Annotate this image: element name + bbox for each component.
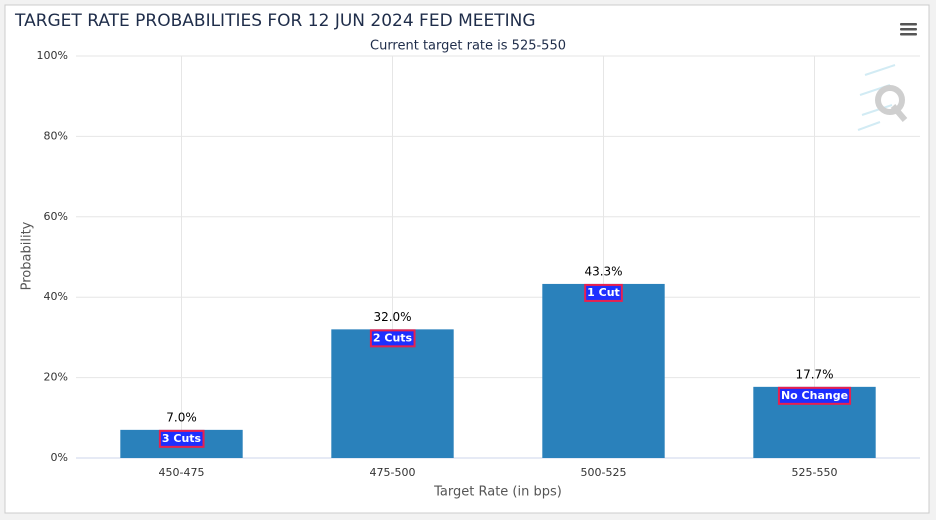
x-tick-label: 525-550 [792, 466, 838, 479]
menu-bar [900, 33, 917, 36]
value-label: 32.0% [373, 310, 411, 324]
logo-q [875, 85, 905, 115]
annotation-box [369, 329, 416, 348]
y-tick-label: 80% [44, 129, 68, 142]
value-label: 7.0% [166, 410, 197, 424]
bar [542, 283, 665, 458]
annotation-box [584, 283, 623, 302]
menu-bar [900, 28, 917, 31]
logo-lines [857, 64, 896, 131]
y-axis-title: Probability [20, 221, 35, 290]
logo [857, 64, 908, 131]
menu-button[interactable] [900, 23, 917, 36]
annotation-label: No Change [781, 389, 848, 402]
annotation-label: 1 Cut [587, 286, 620, 299]
annotation-label: 3 Cuts [162, 432, 202, 445]
annotation-box [777, 386, 852, 405]
value-label: 43.3% [584, 264, 622, 278]
bar [331, 329, 454, 458]
x-tick-label: 475-500 [370, 466, 416, 479]
x-tick-label: 450-475 [159, 466, 205, 479]
x-tick-label: 500-525 [581, 466, 627, 479]
x-axis-title: Target Rate (in bps) [433, 485, 562, 500]
y-tick-label: 0% [51, 451, 68, 464]
chart-title: TARGET RATE PROBABILITIES FOR 12 JUN 202… [14, 11, 536, 31]
y-tick-label: 20% [44, 371, 68, 384]
logo-q-tail [890, 104, 908, 122]
y-tick-label: 60% [44, 210, 68, 223]
value-label: 17.7% [795, 367, 833, 381]
chart-subtitle: Current target rate is 525-550 [370, 39, 566, 54]
annotation-label: 2 Cuts [373, 331, 413, 344]
y-tick-label: 40% [44, 290, 68, 303]
y-tick-label: 100% [37, 49, 68, 62]
menu-bar [900, 23, 917, 26]
annotation-box [158, 429, 205, 448]
